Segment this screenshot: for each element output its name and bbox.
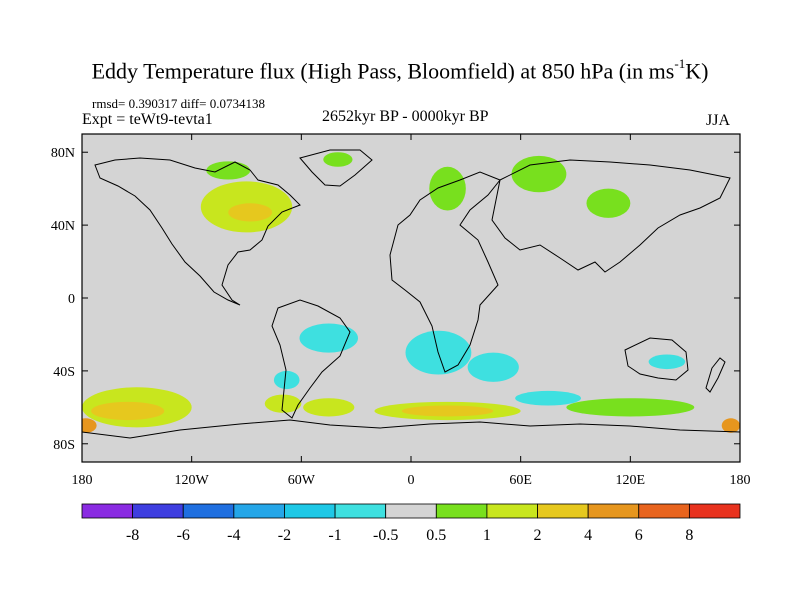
colorbar-label: -4 xyxy=(227,527,240,544)
x-axis: 180 120W 60W 0 60E 120E 180 xyxy=(72,134,751,488)
region-southern-ocean-core xyxy=(401,405,494,417)
rmsd-diff-stats: rmsd= 0.390317 diff= 0.0734138 xyxy=(92,96,265,111)
y-axis: 80N 40N 0 40S 80S xyxy=(51,146,740,453)
x-tick-label: 180 xyxy=(72,473,93,488)
colorbar-swatch xyxy=(587,503,640,519)
y-tick-label: 80S xyxy=(53,438,75,453)
colorbar-swatch xyxy=(435,503,488,519)
x-tick-label: 60E xyxy=(509,473,532,488)
region-south-atlantic-positive xyxy=(303,398,355,417)
region-siberia-positive xyxy=(511,155,567,193)
y-tick-label: 0 xyxy=(68,292,75,307)
region-europe-positive xyxy=(429,166,466,211)
colorbar-swatch xyxy=(638,503,690,519)
colorbar-swatch xyxy=(182,503,235,519)
colorbar: -8 -6 -4 -2 -1 -0.5 0.5 1 2 4 6 8 xyxy=(81,503,741,544)
colorbar-label: -6 xyxy=(177,527,190,544)
colorbar-label: -8 xyxy=(126,527,139,544)
colorbar-swatch xyxy=(81,503,134,519)
y-tick-label: 40N xyxy=(51,219,75,234)
period-label: 2652kyr BP - 0000kyr BP xyxy=(322,108,489,125)
y-tick-label: 40S xyxy=(53,365,75,380)
region-ross-sea-core xyxy=(721,418,740,433)
x-tick-label: 120E xyxy=(616,473,646,488)
region-canada-positive xyxy=(206,161,251,180)
y-tick-label: 80N xyxy=(51,146,75,161)
region-indian-ocean-negative xyxy=(467,352,519,382)
colorbar-swatch xyxy=(132,503,184,519)
x-tick-label: 60W xyxy=(288,473,316,488)
colorbar-label: -0.5 xyxy=(373,527,398,544)
region-southern-ocean-east-positive xyxy=(566,398,695,417)
region-south-atlantic-negative xyxy=(299,323,358,353)
region-greenland-positive xyxy=(323,152,353,167)
region-australia-negative xyxy=(648,354,686,370)
colorbar-label: -2 xyxy=(278,527,291,544)
colorbar-swatch xyxy=(334,503,387,519)
colorbar-label: 2 xyxy=(534,527,542,544)
colorbar-label: -1 xyxy=(328,527,341,544)
experiment-label: Expt = teWt9-tevta1 xyxy=(82,111,213,128)
title-superscript: -1 xyxy=(674,56,686,71)
region-southern-ocean-negative xyxy=(515,390,581,406)
region-north-america-core xyxy=(228,203,273,222)
title-main: Eddy Temperature flux (High Pass, Bloomf… xyxy=(91,58,675,84)
field-regions xyxy=(82,152,740,433)
colorbar-swatch xyxy=(486,503,538,519)
chart-title: Eddy Temperature flux (High Pass, Bloomf… xyxy=(0,56,800,84)
colorbar-label: 0.5 xyxy=(426,527,446,544)
colorbar-swatch xyxy=(233,503,285,519)
colorbar-swatch xyxy=(284,503,336,519)
colorbar-swatch xyxy=(537,503,589,519)
colorbar-label: 1 xyxy=(483,527,491,544)
colorbar-swatch xyxy=(385,503,437,519)
colorbar-label: 8 xyxy=(685,527,693,544)
region-antarctic-coast-core xyxy=(82,418,97,433)
region-east-asia-positive xyxy=(586,188,631,218)
title-end: K) xyxy=(685,58,709,84)
colorbar-label: 4 xyxy=(584,527,592,544)
x-tick-label: 120W xyxy=(175,473,210,488)
x-tick-label: 180 xyxy=(730,473,751,488)
colorbar-label: 6 xyxy=(635,527,643,544)
region-south-pacific-core xyxy=(91,401,165,421)
season-label: JJA xyxy=(706,112,731,129)
colorbar-swatch xyxy=(688,503,741,519)
coastlines xyxy=(82,149,740,439)
region-patagonia-negative xyxy=(273,370,300,390)
x-tick-label: 0 xyxy=(408,473,415,488)
